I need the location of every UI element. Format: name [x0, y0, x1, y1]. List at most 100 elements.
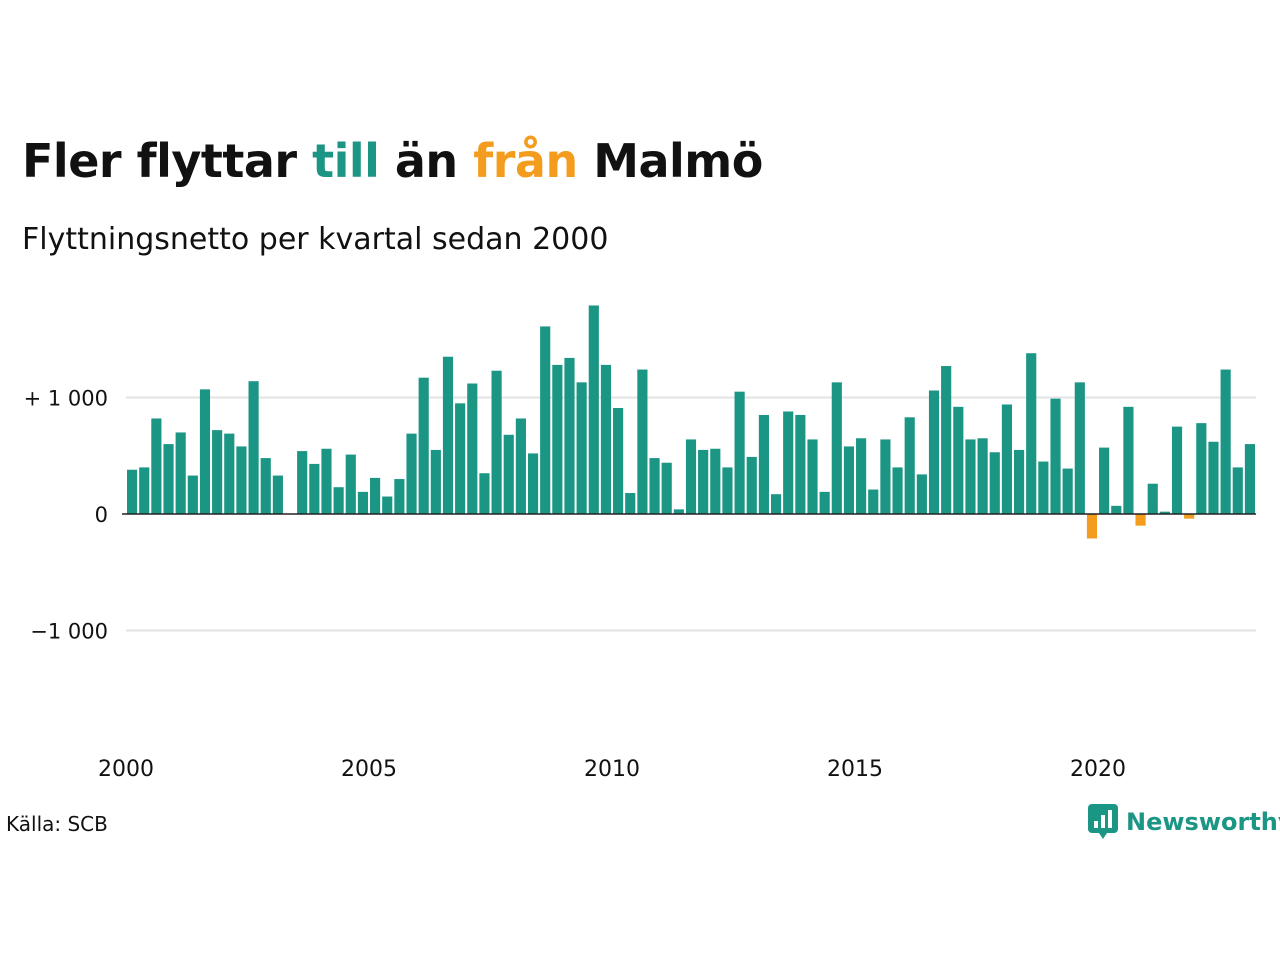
- bar-positive: [236, 446, 247, 514]
- bar-positive: [1196, 423, 1207, 514]
- bar-positive: [613, 407, 624, 514]
- axis-layer: + 1 000 0 −1 000 2000 2005 2010 2015 2020: [24, 387, 1256, 782]
- bar-positive: [1062, 468, 1073, 514]
- bar-positive: [199, 389, 211, 514]
- bar-positive: [248, 381, 259, 514]
- bar-positive: [673, 509, 684, 514]
- bar-positive: [1038, 461, 1049, 514]
- bar-positive: [552, 364, 563, 514]
- bar-positive: [345, 454, 356, 514]
- bar-positive: [977, 438, 988, 514]
- bar-positive: [1244, 444, 1255, 514]
- bar-positive: [212, 430, 223, 514]
- bar-positive: [770, 494, 782, 514]
- bar-positive: [746, 456, 757, 514]
- bars-layer: [127, 305, 1255, 539]
- bar-positive: [1013, 449, 1025, 514]
- bar-positive: [357, 491, 369, 514]
- bar-positive: [479, 473, 490, 514]
- bar-positive: [151, 418, 162, 514]
- bar-positive: [515, 418, 526, 514]
- bar-positive: [321, 448, 332, 514]
- bar-positive: [1147, 483, 1158, 514]
- bar-positive: [503, 434, 514, 514]
- bar-positive: [430, 449, 441, 514]
- bar-positive: [418, 377, 429, 514]
- bar-positive: [260, 458, 271, 514]
- bar-positive: [1026, 353, 1037, 514]
- bar-positive: [710, 448, 721, 514]
- bar-positive: [272, 475, 283, 514]
- bar-positive: [527, 453, 539, 514]
- bar-positive: [819, 491, 830, 514]
- brand-logo: Newsworthy: [1088, 804, 1280, 840]
- bar-positive: [1171, 426, 1183, 514]
- bar-positive: [807, 439, 818, 514]
- bar-positive: [868, 489, 879, 514]
- bar-positive: [224, 433, 235, 514]
- bar-positive: [1050, 398, 1061, 514]
- title-part-1: Fler flyttar: [22, 134, 313, 188]
- source-note: Källa: SCB: [6, 812, 108, 836]
- bar-positive: [904, 417, 915, 514]
- bar-positive: [491, 370, 502, 514]
- x-tick-label: 2005: [341, 757, 397, 782]
- bar-positive: [564, 357, 575, 514]
- x-tick-label: 2010: [584, 757, 640, 782]
- bar-positive: [297, 451, 308, 514]
- bar-positive: [1074, 382, 1085, 514]
- bar-positive: [588, 305, 599, 514]
- bar-positive: [576, 382, 587, 514]
- bar-positive: [941, 366, 952, 514]
- bar-positive: [625, 493, 636, 514]
- bar-positive: [649, 458, 660, 514]
- title-part-2: än: [379, 134, 474, 188]
- bar-chart: + 1 000 0 −1 000 2000 2005 2010 2015 2020: [24, 305, 1256, 782]
- x-tick-label: 2015: [827, 757, 883, 782]
- y-tick-label: −1 000: [30, 620, 108, 644]
- bar-positive: [406, 433, 417, 514]
- brand-name: Newsworthy: [1126, 808, 1280, 836]
- bar-positive: [1099, 447, 1110, 514]
- chart-subtitle: Flyttningsnetto per kvartal sedan 2000: [22, 222, 609, 257]
- bar-positive: [382, 496, 393, 514]
- bar-positive: [722, 467, 733, 514]
- bar-positive: [795, 414, 806, 514]
- bar-positive: [843, 446, 855, 514]
- bar-positive: [831, 382, 842, 514]
- bar-positive: [1159, 511, 1170, 514]
- bar-positive: [661, 462, 672, 514]
- bar-positive: [163, 444, 174, 514]
- bar-positive: [698, 449, 709, 514]
- bar-positive: [1001, 404, 1012, 514]
- bar-positive: [540, 326, 551, 514]
- bar-positive: [989, 452, 1000, 514]
- bar-positive: [685, 439, 697, 514]
- bar-positive: [467, 383, 478, 514]
- bar-positive: [442, 356, 454, 514]
- bar-positive: [758, 414, 769, 514]
- bar-positive: [127, 469, 138, 514]
- bar-positive: [1208, 441, 1219, 514]
- title-word-fran: från: [473, 134, 578, 188]
- bar-positive: [370, 477, 381, 514]
- bar-positive: [1232, 467, 1243, 514]
- y-tick-label: + 1 000: [24, 387, 108, 411]
- bar-positive: [892, 467, 903, 514]
- bar-positive: [880, 439, 891, 514]
- title-word-till: till: [312, 134, 380, 188]
- bar-positive: [916, 474, 927, 514]
- bar-positive: [139, 467, 150, 514]
- bar-positive: [734, 391, 745, 514]
- bar-positive: [187, 475, 198, 514]
- bar-positive: [953, 406, 964, 514]
- bar-positive: [856, 438, 867, 514]
- bar-positive: [1111, 505, 1122, 514]
- bar-positive: [1123, 406, 1134, 514]
- bar-positive: [309, 463, 320, 514]
- title-part-3: Malmö: [577, 134, 763, 188]
- bar-negative: [1086, 514, 1098, 539]
- grid-layer: [126, 396, 1256, 632]
- bar-positive: [455, 403, 466, 514]
- bar-positive: [783, 411, 794, 514]
